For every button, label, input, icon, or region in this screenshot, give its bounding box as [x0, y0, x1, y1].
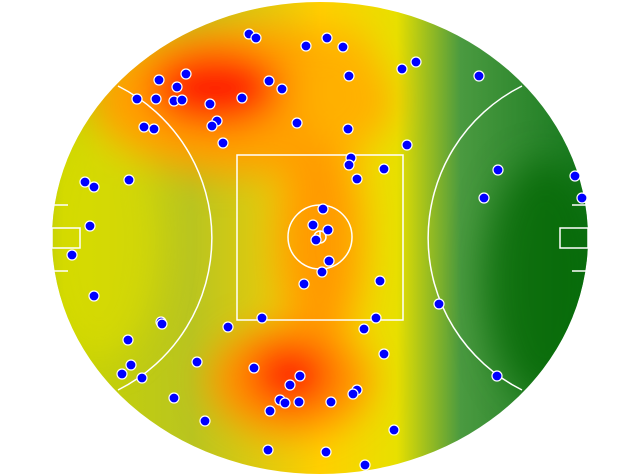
point	[136, 372, 148, 384]
point	[123, 174, 135, 186]
point	[342, 123, 354, 135]
point	[370, 312, 382, 324]
point	[156, 318, 168, 330]
point	[279, 397, 291, 409]
point	[66, 249, 78, 261]
point	[310, 234, 322, 246]
point	[337, 41, 349, 53]
point	[153, 74, 165, 86]
point	[300, 40, 312, 52]
point	[323, 255, 335, 267]
point	[284, 379, 296, 391]
point	[291, 117, 303, 129]
point	[138, 121, 150, 133]
point	[217, 137, 229, 149]
point	[148, 123, 160, 135]
point	[88, 181, 100, 193]
point	[343, 159, 355, 171]
point	[347, 388, 359, 400]
point	[388, 424, 400, 436]
point	[569, 170, 581, 182]
point	[317, 203, 329, 215]
point	[478, 192, 490, 204]
point	[176, 94, 188, 106]
point	[433, 298, 445, 310]
point	[171, 81, 183, 93]
point	[236, 92, 248, 104]
point	[492, 164, 504, 176]
point	[351, 173, 363, 185]
point	[264, 405, 276, 417]
point	[263, 75, 275, 87]
point	[262, 444, 274, 456]
point	[320, 446, 332, 458]
point	[359, 459, 371, 471]
point	[131, 93, 143, 105]
point	[88, 290, 100, 302]
point	[298, 278, 310, 290]
point	[294, 370, 306, 382]
point	[276, 83, 288, 95]
point	[122, 334, 134, 346]
point	[473, 70, 485, 82]
point	[250, 32, 262, 44]
field-lines	[51, 85, 589, 391]
point	[307, 219, 319, 231]
point	[321, 32, 333, 44]
point	[410, 56, 422, 68]
point	[150, 93, 162, 105]
point	[358, 323, 370, 335]
point	[378, 163, 390, 175]
point	[325, 396, 337, 408]
point	[322, 224, 334, 236]
point	[401, 139, 413, 151]
point	[204, 98, 216, 110]
point	[116, 368, 128, 380]
point	[199, 415, 211, 427]
point	[491, 370, 503, 382]
point	[180, 68, 192, 80]
point	[79, 176, 91, 188]
point	[316, 266, 328, 278]
point	[222, 321, 234, 333]
point	[168, 392, 180, 404]
point	[576, 192, 588, 204]
point	[125, 359, 137, 371]
point	[374, 275, 386, 287]
point	[84, 220, 96, 232]
point	[293, 396, 305, 408]
point	[191, 356, 203, 368]
point	[248, 362, 260, 374]
points	[66, 28, 588, 471]
point	[206, 120, 218, 132]
point	[343, 70, 355, 82]
point	[256, 312, 268, 324]
point	[396, 63, 408, 75]
point	[378, 348, 390, 360]
